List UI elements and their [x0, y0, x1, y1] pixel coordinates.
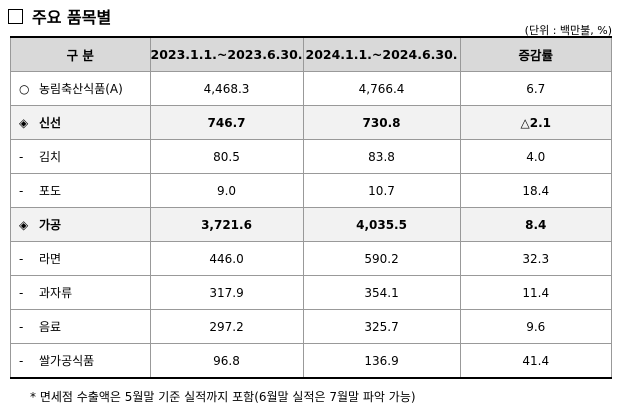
value-cell: 32.3 — [459, 241, 613, 276]
title: 주요 품목별 — [8, 4, 111, 28]
row-marker: - — [19, 252, 24, 266]
value-cell: 96.8 — [149, 343, 304, 379]
value-cell: 9.0 — [149, 173, 304, 208]
row-marker: ◈ — [19, 116, 29, 130]
value-cell: 18.4 — [459, 173, 613, 208]
row-label-cell: ◈ 가공 — [10, 207, 151, 242]
row-marker: - — [19, 354, 24, 368]
table-row: - 음료 297.2 325.7 9.6 — [10, 309, 613, 344]
row-label-cell: - 과자류 — [10, 275, 151, 310]
value-cell: 10.7 — [302, 173, 461, 208]
row-label: 포도 — [39, 184, 62, 198]
row-label: 과자류 — [39, 286, 73, 300]
row-label-cell: - 음료 — [10, 309, 151, 344]
value-cell: 590.2 — [302, 241, 461, 276]
value-cell: 746.7 — [149, 105, 304, 140]
table-row: ○ 농림축산식품(A) 4,468.3 4,766.4 6.7 — [10, 71, 613, 106]
table-row: - 쌀가공식품 96.8 136.9 41.4 — [10, 343, 613, 379]
column-header: 2023.1.1.~2023.6.30. — [149, 36, 304, 72]
row-marker: - — [19, 184, 24, 198]
value-cell: 297.2 — [149, 309, 304, 344]
value-cell: 4,766.4 — [302, 71, 461, 106]
row-label-cell: - 쌀가공식품 — [10, 343, 151, 379]
row-marker: - — [19, 320, 24, 334]
table-row: - 김치 80.5 83.8 4.0 — [10, 139, 613, 174]
value-cell: 446.0 — [149, 241, 304, 276]
row-label-cell: - 라면 — [10, 241, 151, 276]
row-label: 쌀가공식품 — [39, 354, 95, 368]
row-label: 신선 — [39, 116, 62, 130]
header-row: 구 분 2023.1.1.~2023.6.30. 2024.1.1.~2024.6.… — [10, 36, 613, 72]
table-row: - 라면 446.0 590.2 32.3 — [10, 241, 613, 276]
table-row: ◈ 신선 746.7 730.8 △2.1 — [10, 105, 613, 140]
row-label: 김치 — [39, 150, 62, 164]
row-label-cell: ○ 농림축산식품(A) — [10, 71, 151, 106]
column-header: 구 분 — [10, 36, 151, 72]
data-table: 구 분 2023.1.1.~2023.6.30. 2024.1.1.~2024.6.… — [10, 36, 613, 379]
value-cell: 9.6 — [459, 309, 613, 344]
value-cell: 136.9 — [302, 343, 461, 379]
row-marker: ○ — [19, 82, 30, 96]
value-cell: 730.8 — [302, 105, 461, 140]
row-marker: - — [19, 286, 24, 300]
value-cell: 3,721.6 — [149, 207, 304, 242]
row-label: 라면 — [39, 252, 62, 266]
value-cell: 41.4 — [459, 343, 613, 379]
value-cell: 8.4 — [459, 207, 613, 242]
unit-label: (단위 : 백만불, %) — [524, 24, 612, 37]
table-row: - 포도 9.0 10.7 18.4 — [10, 173, 613, 208]
column-header: 2024.1.1.~2024.6.30. — [302, 36, 461, 72]
table-row: - 과자류 317.9 354.1 11.4 — [10, 275, 613, 310]
row-label: 음료 — [39, 320, 62, 334]
column-header: 증감률 — [459, 36, 613, 72]
row-label-cell: - 포도 — [10, 173, 151, 208]
value-cell: 83.8 — [302, 139, 461, 174]
value-cell: 325.7 — [302, 309, 461, 344]
row-marker: ◈ — [19, 218, 29, 232]
row-marker: - — [19, 150, 24, 164]
value-cell: 11.4 — [459, 275, 613, 310]
row-label-cell: ◈ 신선 — [10, 105, 151, 140]
value-cell: △2.1 — [459, 105, 613, 140]
value-cell: 4,468.3 — [149, 71, 304, 106]
row-label: 농림축산식품(A) — [39, 82, 123, 96]
row-label: 가공 — [39, 218, 62, 232]
value-cell: 4,035.5 — [302, 207, 461, 242]
title-box — [8, 8, 23, 24]
value-cell: 317.9 — [149, 275, 304, 310]
value-cell: 354.1 — [302, 275, 461, 310]
table-row: ◈ 가공 3,721.6 4,035.5 8.4 — [10, 207, 613, 242]
row-label-cell: - 김치 — [10, 139, 151, 174]
footnote: * 면세점 수출액은 5월말 기준 실적까지 포함(6월말 실적은 7월말 파악… — [30, 390, 416, 404]
value-cell: 4.0 — [459, 139, 613, 174]
title-text: 주요 품목별 — [32, 8, 112, 27]
value-cell: 6.7 — [459, 71, 613, 106]
value-cell: 80.5 — [149, 139, 304, 174]
